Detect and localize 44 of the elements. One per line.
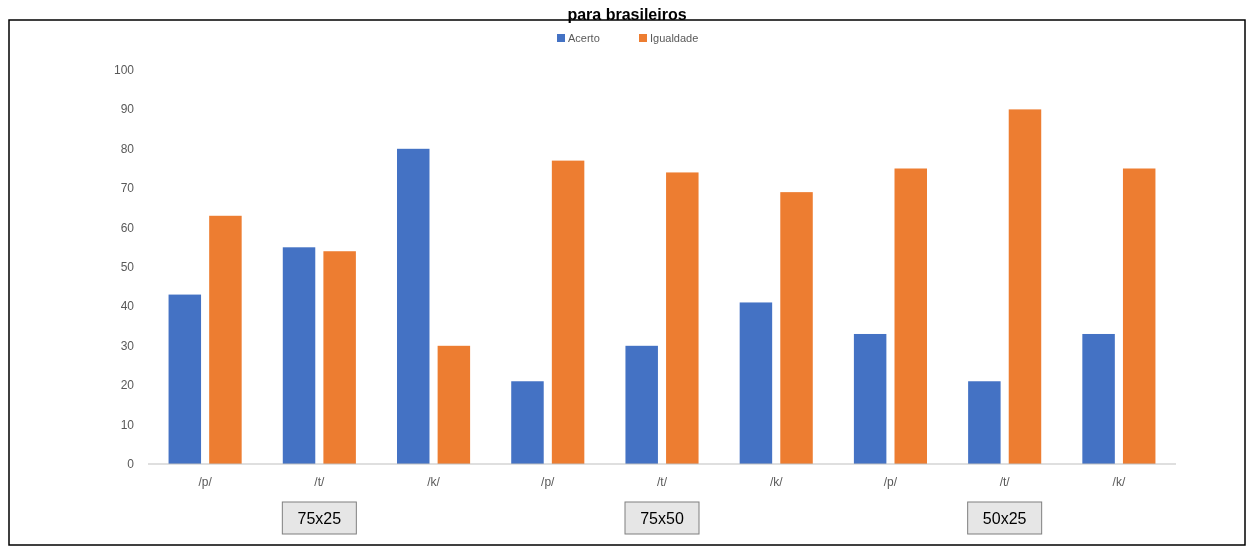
text: 75x50 (640, 510, 684, 527)
bar (1082, 333, 1115, 464)
text: 75x25 (297, 510, 342, 527)
x-tick-label: /t/ (656, 475, 668, 489)
x-tick-label: /t/ (999, 475, 1011, 489)
bar (625, 345, 658, 464)
bar (282, 247, 316, 464)
text: 50x25 (982, 510, 1027, 527)
y-tick-label: 100 (113, 63, 135, 77)
y-tick-label: 30 (120, 338, 135, 353)
bar (853, 333, 887, 464)
legend-label: Igualdade (650, 32, 699, 44)
bar (209, 215, 242, 464)
x-tick-label: /k/ (769, 475, 784, 489)
y-tick-label: 80 (120, 141, 135, 156)
bar (1122, 168, 1156, 464)
bar (894, 168, 927, 464)
y-tick-label: 50 (120, 260, 135, 274)
bar (511, 381, 544, 464)
y-tick-label: 40 (120, 299, 135, 314)
bar (1008, 109, 1042, 464)
x-tick-label: /t/ (314, 475, 325, 489)
y-tick-label: 20 (120, 378, 135, 393)
y-tick-label: 60 (120, 220, 135, 235)
y-tick-label: 90 (120, 102, 135, 117)
bar (968, 381, 1001, 464)
bar (739, 302, 773, 464)
x-tick-label: /p/ (541, 475, 556, 489)
bar (168, 294, 202, 464)
bar (397, 148, 430, 464)
x-tick-label: /k/ (1112, 475, 1126, 489)
y-tick-label: 10 (120, 417, 135, 432)
bar (666, 172, 699, 464)
x-tick-label: /p/ (198, 475, 213, 489)
x-tick-label: /k/ (427, 475, 441, 489)
y-tick-label: 0 (127, 457, 135, 471)
y-tick-label: 70 (120, 181, 135, 196)
legend-label: Acerto (568, 32, 600, 44)
chart-title: para brasileiros (567, 6, 687, 23)
bar (323, 251, 356, 464)
bar (780, 192, 813, 464)
x-tick-label: /p/ (883, 475, 898, 489)
bar (437, 345, 471, 464)
bar (551, 160, 585, 464)
